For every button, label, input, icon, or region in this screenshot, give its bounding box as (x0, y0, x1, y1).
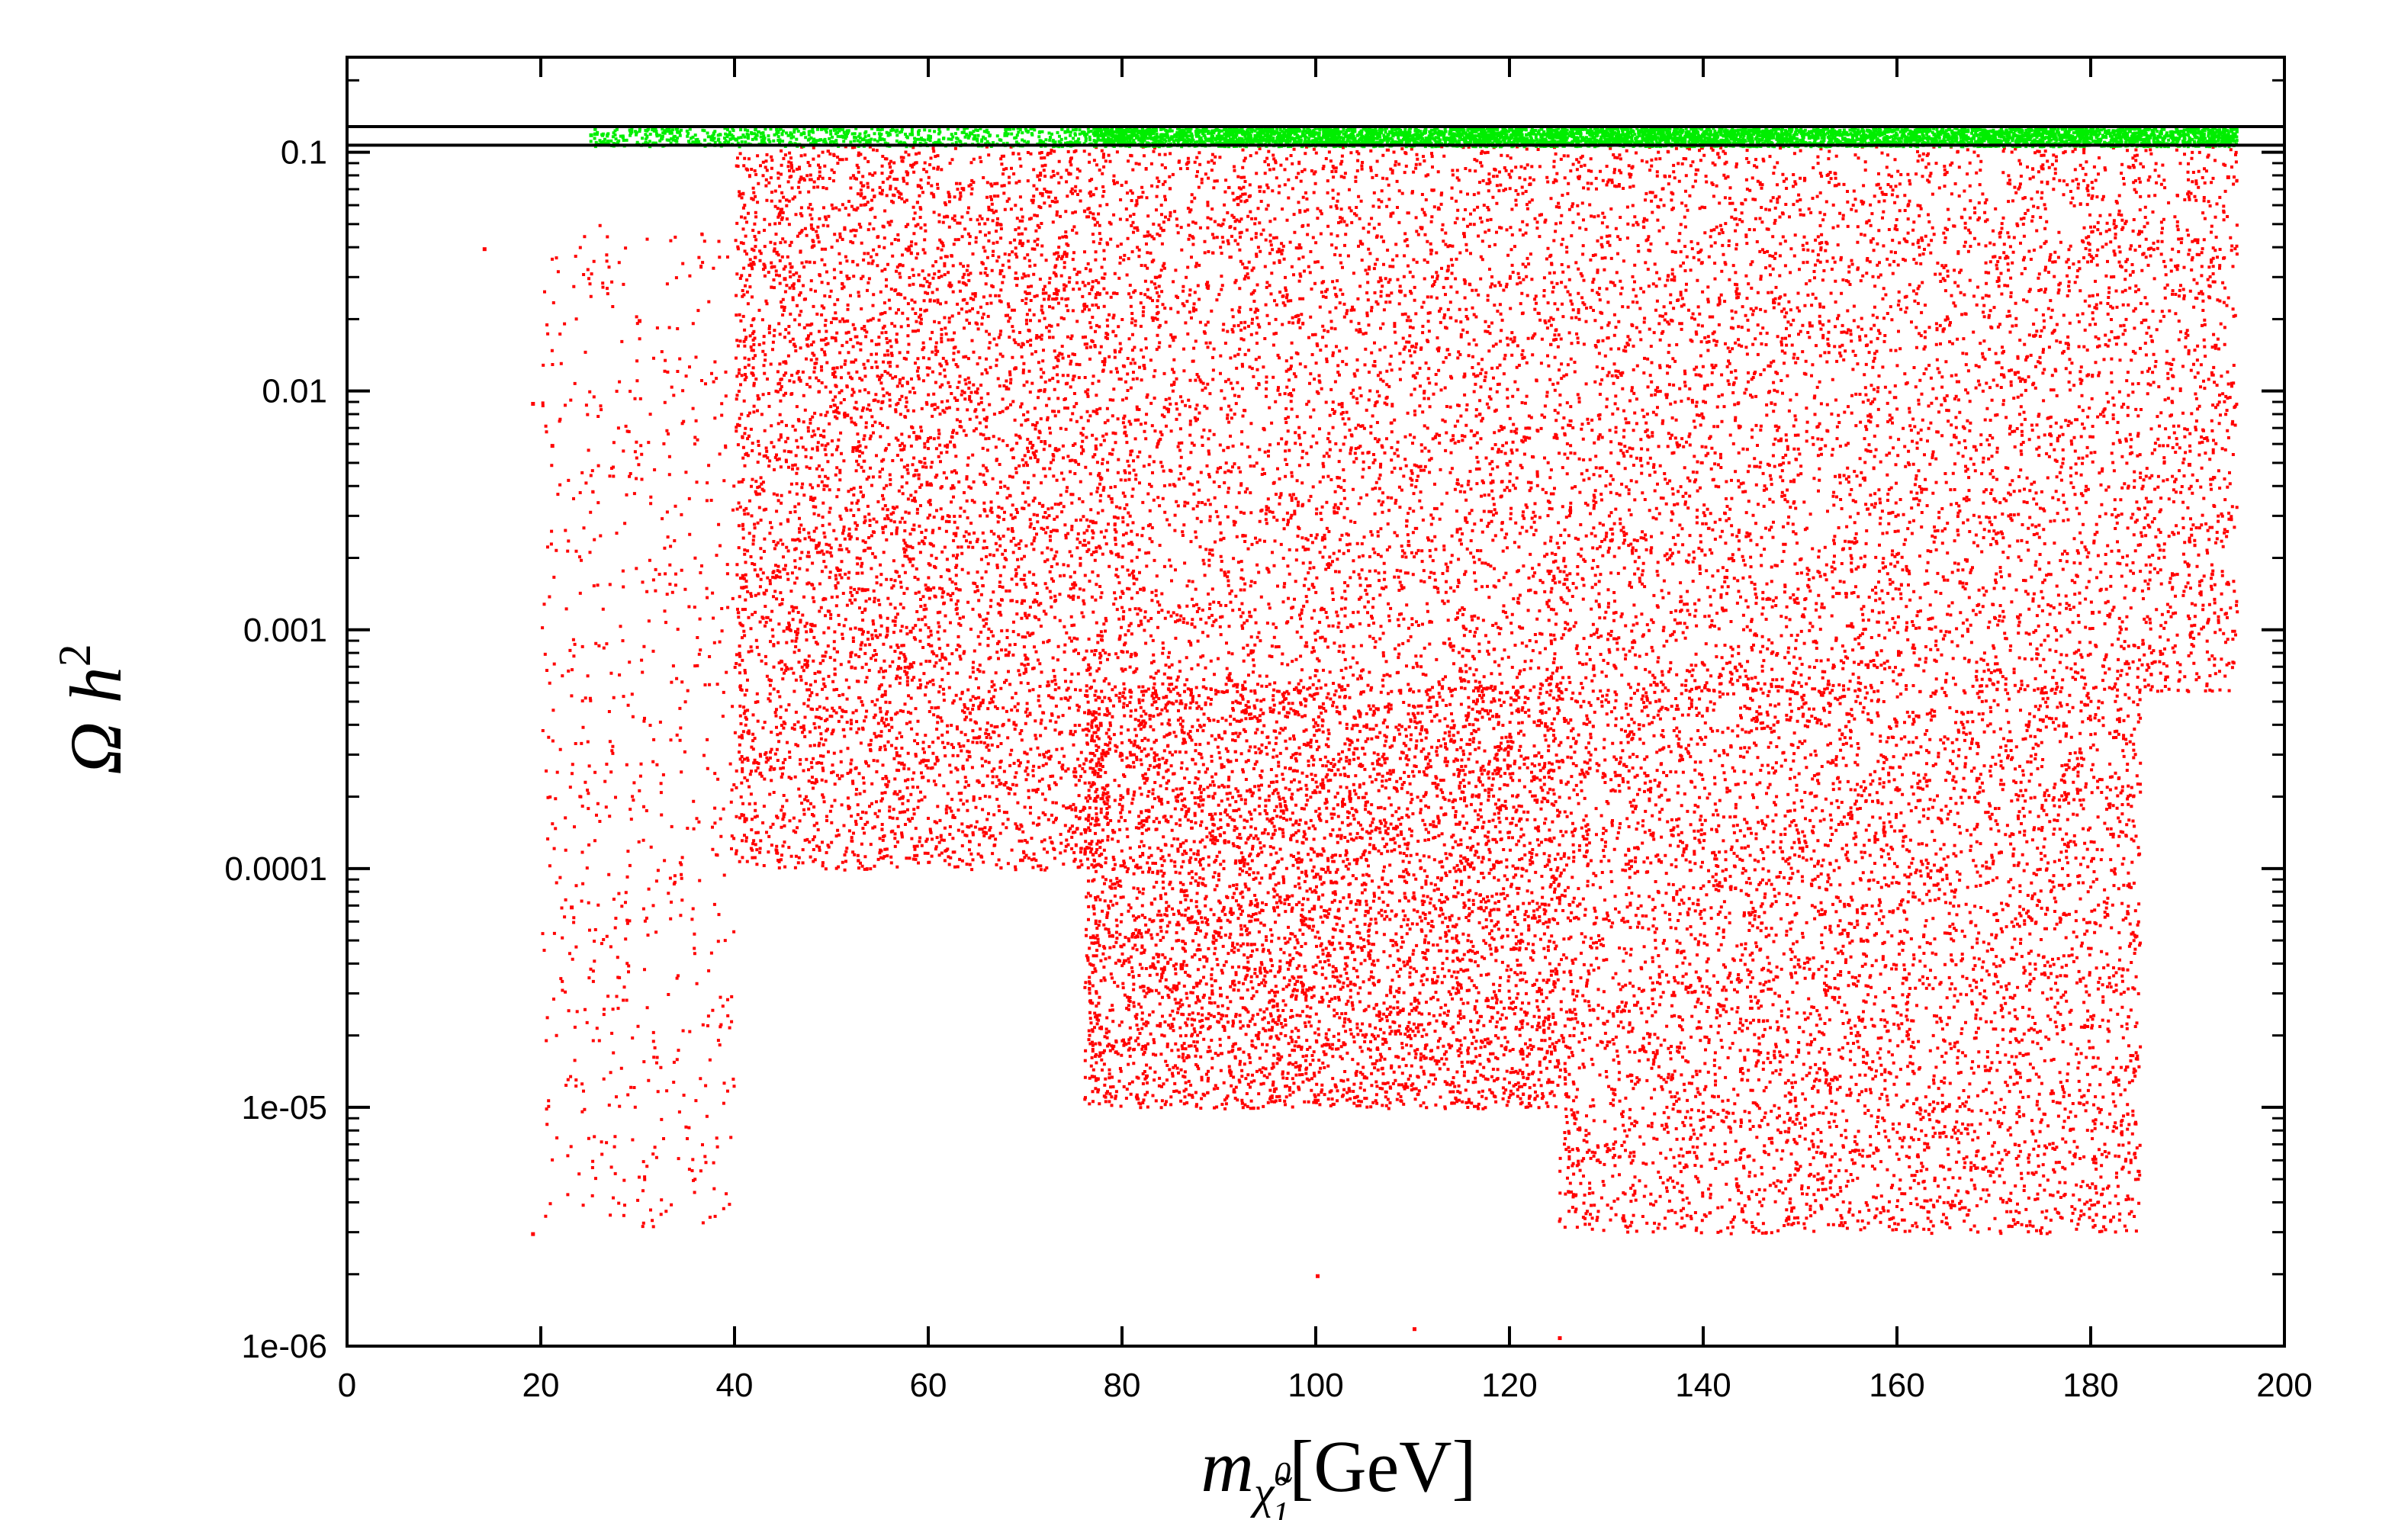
data-point (1654, 683, 1659, 687)
y-axis-ticks: 1e-06 1e-05 0.0001 0.001 0.01 0.1 (224, 79, 2284, 1365)
point-cloud-0-3 (735, 145, 1106, 872)
x-label-sub-sub: 1 (1272, 1495, 1289, 1520)
point-cloud-0-1 (1083, 683, 1561, 1110)
y-label-sup: 2 (50, 644, 100, 667)
x-axis-ticks: 0 20 40 60 80 100 120 140 160 180 200 (338, 57, 2313, 1404)
data-point (570, 905, 574, 910)
y-tick-label: 0.0001 (224, 850, 327, 888)
y-tick-label: 0.1 (281, 134, 327, 172)
data-point (531, 401, 535, 406)
data-point (908, 629, 913, 634)
data-point (783, 277, 787, 281)
y-tick-label: 1e-06 (241, 1328, 327, 1365)
x-tick-label: 100 (1288, 1367, 1343, 1404)
x-tick-label: 20 (522, 1367, 560, 1404)
x-tick-label: 40 (716, 1367, 754, 1404)
x-tick-label: 140 (1675, 1367, 1731, 1404)
data-point (1316, 1274, 1320, 1278)
x-tick-label: 200 (2256, 1367, 2312, 1404)
data-point (1897, 137, 1901, 141)
x-tick-label: 180 (2062, 1367, 2118, 1404)
x-tick-label: 0 (338, 1367, 356, 1404)
point-cloud-0-2 (1558, 683, 2143, 1236)
point-cloud-1-0 (1093, 127, 2239, 149)
x-label-sub-sup: 0 (1274, 1455, 1291, 1493)
y-label-text: Ω h (55, 667, 137, 774)
data-point (1509, 135, 1513, 140)
red-points-layer (482, 145, 2239, 1341)
data-point (2091, 610, 2095, 615)
data-point (589, 133, 593, 137)
x-label-base: m (1201, 1425, 1254, 1507)
data-point (482, 247, 487, 252)
x-tick-label: 120 (1481, 1367, 1537, 1404)
x-axis-label: mχ̃0 1[GeV] (1201, 1425, 1477, 1520)
data-point (2226, 175, 2230, 179)
reference-lines (347, 125, 2284, 147)
data-point (1897, 653, 1901, 657)
data-point (1219, 993, 1223, 998)
data-point (1413, 1327, 1416, 1332)
y-tick-label: 1e-05 (241, 1089, 327, 1126)
x-tick-label: 160 (1869, 1367, 1924, 1404)
y-axis-label: Ω h2 (50, 644, 137, 774)
data-point (928, 587, 932, 592)
y-tick-label: 0.001 (243, 612, 327, 649)
y-tick-label: 0.01 (262, 373, 327, 410)
data-point (2226, 133, 2230, 137)
data-point (735, 137, 738, 142)
data-point (531, 1232, 535, 1236)
x-tick-label: 60 (910, 1367, 947, 1404)
data-point (2188, 462, 2191, 467)
data-point (928, 135, 932, 140)
x-tick-label: 80 (1104, 1367, 1141, 1404)
point-cloud-0-4 (541, 223, 738, 1229)
point-cloud-1-1 (589, 127, 1096, 149)
data-point (831, 371, 835, 376)
data-point (638, 319, 641, 323)
point-cloud-0-0 (1102, 145, 2239, 695)
data-point (1558, 1336, 1562, 1341)
data-point (550, 444, 555, 448)
data-point (1122, 137, 1126, 142)
green-points-layer (589, 127, 2239, 149)
x-label-unit: [GeV] (1289, 1425, 1476, 1507)
